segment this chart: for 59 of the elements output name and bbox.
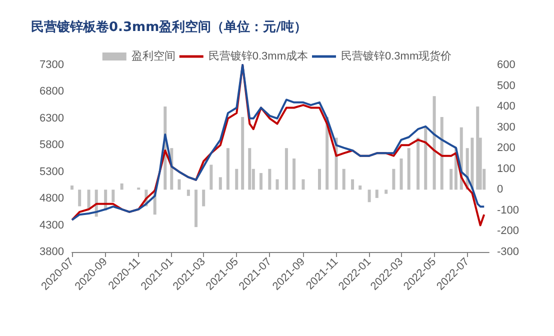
bar	[87, 190, 90, 208]
bar	[241, 116, 244, 190]
bar	[202, 190, 206, 206]
bar	[476, 106, 480, 190]
y-tick-label: 5800	[40, 139, 64, 152]
y2-tick-label: 300	[497, 121, 516, 134]
y2-tick-label: 200	[497, 142, 516, 154]
bar	[70, 186, 74, 190]
y2-tick-label: 400	[497, 100, 516, 113]
y2-tick-label: 0	[497, 184, 504, 196]
bar	[178, 179, 181, 190]
y-tick-label: 7300	[40, 59, 64, 71]
bar	[375, 190, 378, 198]
bar	[218, 177, 222, 190]
bar	[424, 127, 428, 190]
bar	[302, 179, 305, 190]
bar	[400, 158, 403, 190]
y2-tick-label: 500	[497, 80, 516, 92]
bar	[358, 186, 362, 190]
bar	[432, 96, 436, 190]
bar	[260, 173, 263, 190]
y-tick-label: 4300	[40, 219, 64, 232]
bar	[276, 179, 279, 190]
bar	[268, 168, 272, 190]
bar	[416, 138, 420, 190]
legend-label: 民营镀锌0.3mm成本	[208, 50, 308, 62]
bar	[368, 190, 371, 202]
bar	[284, 148, 288, 190]
legend-label: 盈利空间	[131, 50, 176, 62]
y-tick-label: 6300	[40, 112, 64, 124]
y2-tick-label: 100	[497, 162, 516, 175]
bar	[235, 168, 238, 190]
chart-title: 民营镀锌板卷0.3mm盈利空间（单位：元/吨）	[31, 19, 307, 35]
bar	[248, 148, 252, 190]
bar	[384, 190, 388, 194]
bar	[112, 190, 115, 202]
bar	[342, 168, 346, 190]
legend-label: 民营镀锌0.3mm现货价	[341, 50, 452, 62]
y-tick-label: 3800	[40, 246, 64, 258]
y-tick-label: 5300	[40, 166, 64, 178]
bar	[78, 190, 82, 206]
y2-tick-label: 600	[497, 59, 516, 71]
y2-tick-label: -200	[497, 225, 520, 238]
bar	[351, 179, 354, 190]
bar	[318, 168, 321, 190]
y-tick-label: 6800	[40, 86, 64, 98]
y-tick-label: 4800	[40, 192, 64, 205]
bar	[226, 148, 230, 190]
bar	[392, 168, 396, 190]
bar	[407, 148, 410, 190]
bar	[194, 190, 198, 228]
y2-tick-label: -100	[497, 204, 520, 216]
bar	[292, 158, 296, 190]
bar	[186, 190, 190, 196]
bar	[440, 116, 444, 190]
y2-tick-label: -300	[497, 246, 520, 258]
bar	[120, 183, 124, 190]
bar	[210, 164, 213, 190]
bar	[450, 168, 453, 190]
